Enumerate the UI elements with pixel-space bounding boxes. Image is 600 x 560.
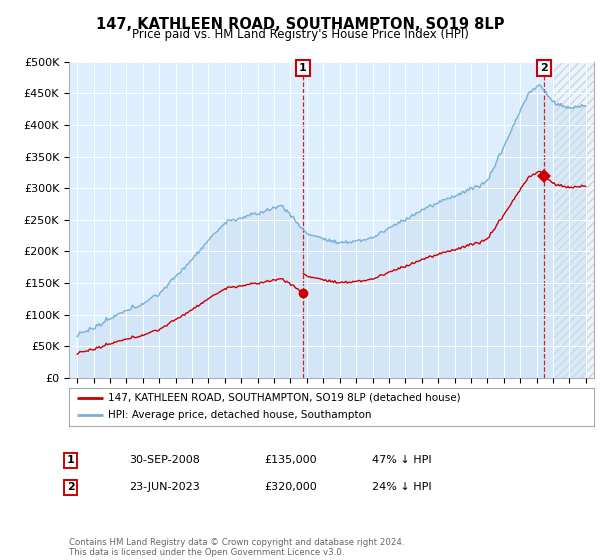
Text: HPI: Average price, detached house, Southampton: HPI: Average price, detached house, Sout…: [109, 410, 372, 421]
Text: 47% ↓ HPI: 47% ↓ HPI: [372, 455, 431, 465]
Text: £320,000: £320,000: [264, 482, 317, 492]
Text: £135,000: £135,000: [264, 455, 317, 465]
Text: 1: 1: [299, 63, 307, 73]
Text: 1: 1: [67, 455, 74, 465]
Text: Price paid vs. HM Land Registry's House Price Index (HPI): Price paid vs. HM Land Registry's House …: [131, 28, 469, 41]
Text: Contains HM Land Registry data © Crown copyright and database right 2024.
This d: Contains HM Land Registry data © Crown c…: [69, 538, 404, 557]
Text: 147, KATHLEEN ROAD, SOUTHAMPTON, SO19 8LP: 147, KATHLEEN ROAD, SOUTHAMPTON, SO19 8L…: [96, 17, 504, 32]
Text: 147, KATHLEEN ROAD, SOUTHAMPTON, SO19 8LP (detached house): 147, KATHLEEN ROAD, SOUTHAMPTON, SO19 8L…: [109, 393, 461, 403]
Text: 2: 2: [541, 63, 548, 73]
Text: 2: 2: [67, 482, 74, 492]
Text: 23-JUN-2023: 23-JUN-2023: [129, 482, 200, 492]
Text: 24% ↓ HPI: 24% ↓ HPI: [372, 482, 431, 492]
Text: 30-SEP-2008: 30-SEP-2008: [129, 455, 200, 465]
